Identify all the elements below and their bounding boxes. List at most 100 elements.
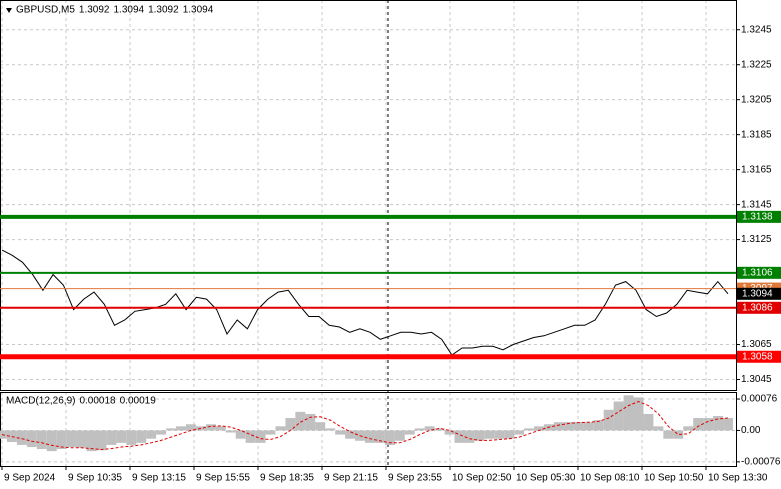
level-price-box xyxy=(737,210,781,223)
macd-histogram-bar xyxy=(563,422,574,431)
macd-histogram-bar xyxy=(265,430,276,435)
macd-histogram-bar xyxy=(623,395,634,431)
macd-histogram-bar xyxy=(96,430,107,451)
macd-histogram-bar xyxy=(245,430,256,443)
macd-histogram-bar xyxy=(414,428,425,431)
price-line xyxy=(1,249,729,356)
macd-histogram-bar xyxy=(553,422,564,431)
x-tick-label: 10 Sep 08:10 xyxy=(580,473,640,484)
x-tick-label: 10 Sep 02:50 xyxy=(452,473,512,484)
macd-histogram-bar xyxy=(404,430,415,435)
macd-histogram-bar xyxy=(66,430,77,447)
macd-histogram-bar xyxy=(693,418,704,431)
y-tick-label: 0.00076 xyxy=(741,394,778,405)
ohlc-value: 1.3092 xyxy=(148,5,179,16)
x-tick-label: 9 Sep 21:15 xyxy=(324,473,378,484)
macd-histogram-bar xyxy=(295,411,306,431)
macd-histogram-bar xyxy=(434,428,445,431)
y-tick-label: 0.00 xyxy=(741,425,761,436)
y-tick-label: 1.3205 xyxy=(741,94,772,105)
current-price-box xyxy=(737,287,781,300)
macd-histogram-bar xyxy=(633,397,644,431)
x-tick-label: 10 Sep 05:30 xyxy=(516,473,576,484)
x-tick-label: 9 Sep 18:35 xyxy=(260,473,314,484)
y-tick-label: 1.3125 xyxy=(741,234,772,245)
level-price-box xyxy=(737,266,781,279)
macd-histogram-bar xyxy=(424,426,435,431)
x-tick-label: 10 Sep 10:50 xyxy=(644,473,704,484)
macd-histogram-bar xyxy=(176,426,186,431)
macd-histogram-bar xyxy=(643,413,654,431)
level-price-label: 1.3138 xyxy=(742,212,773,223)
macd-histogram-bar xyxy=(514,430,525,435)
macd-histogram-bar xyxy=(583,422,594,431)
macd-histogram-bar xyxy=(235,430,246,439)
panel-frame xyxy=(0,392,737,467)
ohlc-value: 1.3092 xyxy=(79,5,110,16)
macd-histogram-bar xyxy=(156,430,167,435)
macd-histogram-bar xyxy=(484,430,495,439)
macd-histogram-bar xyxy=(653,426,664,431)
y-tick-label: 1.3225 xyxy=(741,59,772,70)
macd-histogram-bar xyxy=(146,430,157,439)
y-tick-label: -0.00076 xyxy=(741,457,781,468)
level-price-label: 1.3106 xyxy=(742,267,773,278)
macd-histogram-bar xyxy=(136,430,147,443)
indicator-value: 0.00018 xyxy=(79,396,116,407)
macd-histogram-bar xyxy=(56,430,67,450)
macd-histogram-bar xyxy=(524,428,535,431)
y-tick-label: 1.3065 xyxy=(741,339,772,350)
macd-histogram-bar xyxy=(315,422,326,431)
macd-histogram-bar xyxy=(673,430,684,439)
macd-histogram-bar xyxy=(116,430,127,443)
macd-histogram-bar xyxy=(454,430,465,443)
y-tick-label: 1.3245 xyxy=(741,24,772,35)
macd-histogram-bar xyxy=(86,430,97,452)
macd-histogram-bar xyxy=(663,430,674,439)
macd-histogram-bar xyxy=(345,430,356,439)
macd-histogram-bar xyxy=(76,430,87,448)
indicator-value: 0.00019 xyxy=(120,396,157,407)
macd-histogram-bar xyxy=(16,430,27,445)
macd-histogram-bar xyxy=(225,430,236,433)
macd-histogram-bar xyxy=(573,422,584,431)
macd-histogram-bar xyxy=(474,430,485,441)
macd-histogram-bar xyxy=(504,430,515,439)
macd-histogram-bar xyxy=(464,430,475,443)
macd-histogram-bar xyxy=(723,418,733,431)
panel-frame xyxy=(0,0,737,391)
macd-histogram-bar xyxy=(325,428,336,431)
level-price-label: 1.3086 xyxy=(742,302,773,313)
macd-histogram-bar xyxy=(335,430,346,435)
macd-histogram-bar xyxy=(285,418,296,431)
level-price-label: 1.3058 xyxy=(742,351,773,362)
x-tick-label: 10 Sep 13:30 xyxy=(708,473,768,484)
macd-histogram-bar xyxy=(36,430,47,450)
macd-histogram-bar xyxy=(205,424,216,431)
symbol-menu-icon[interactable] xyxy=(6,8,12,13)
macd-histogram-bar xyxy=(384,430,395,445)
x-tick-label: 9 Sep 2024 xyxy=(4,473,56,484)
level-price-box xyxy=(737,350,781,363)
macd-histogram-bar xyxy=(166,428,177,431)
x-tick-label: 9 Sep 10:35 xyxy=(68,473,122,484)
macd-histogram-bar xyxy=(494,430,505,439)
y-tick-label: 1.3165 xyxy=(741,164,772,175)
macd-histogram-bar xyxy=(534,426,545,431)
x-tick-label: 9 Sep 23:55 xyxy=(388,473,442,484)
macd-histogram-bar xyxy=(593,420,604,431)
x-tick-label: 9 Sep 13:15 xyxy=(132,473,186,484)
level-price-box xyxy=(737,301,781,314)
macd-histogram-bar xyxy=(365,430,375,443)
macd-histogram-bar xyxy=(713,415,724,431)
x-tick-label: 9 Sep 15:55 xyxy=(196,473,250,484)
macd-histogram-bar xyxy=(394,430,405,441)
macd-histogram-bar xyxy=(126,430,137,445)
ohlc-value: 1.3094 xyxy=(114,5,145,16)
macd-histogram-bar xyxy=(275,426,286,431)
macd-histogram-bar xyxy=(46,430,57,452)
symbol-title: GBPUSD,M5 xyxy=(16,5,75,16)
macd-histogram-bar xyxy=(603,409,614,431)
